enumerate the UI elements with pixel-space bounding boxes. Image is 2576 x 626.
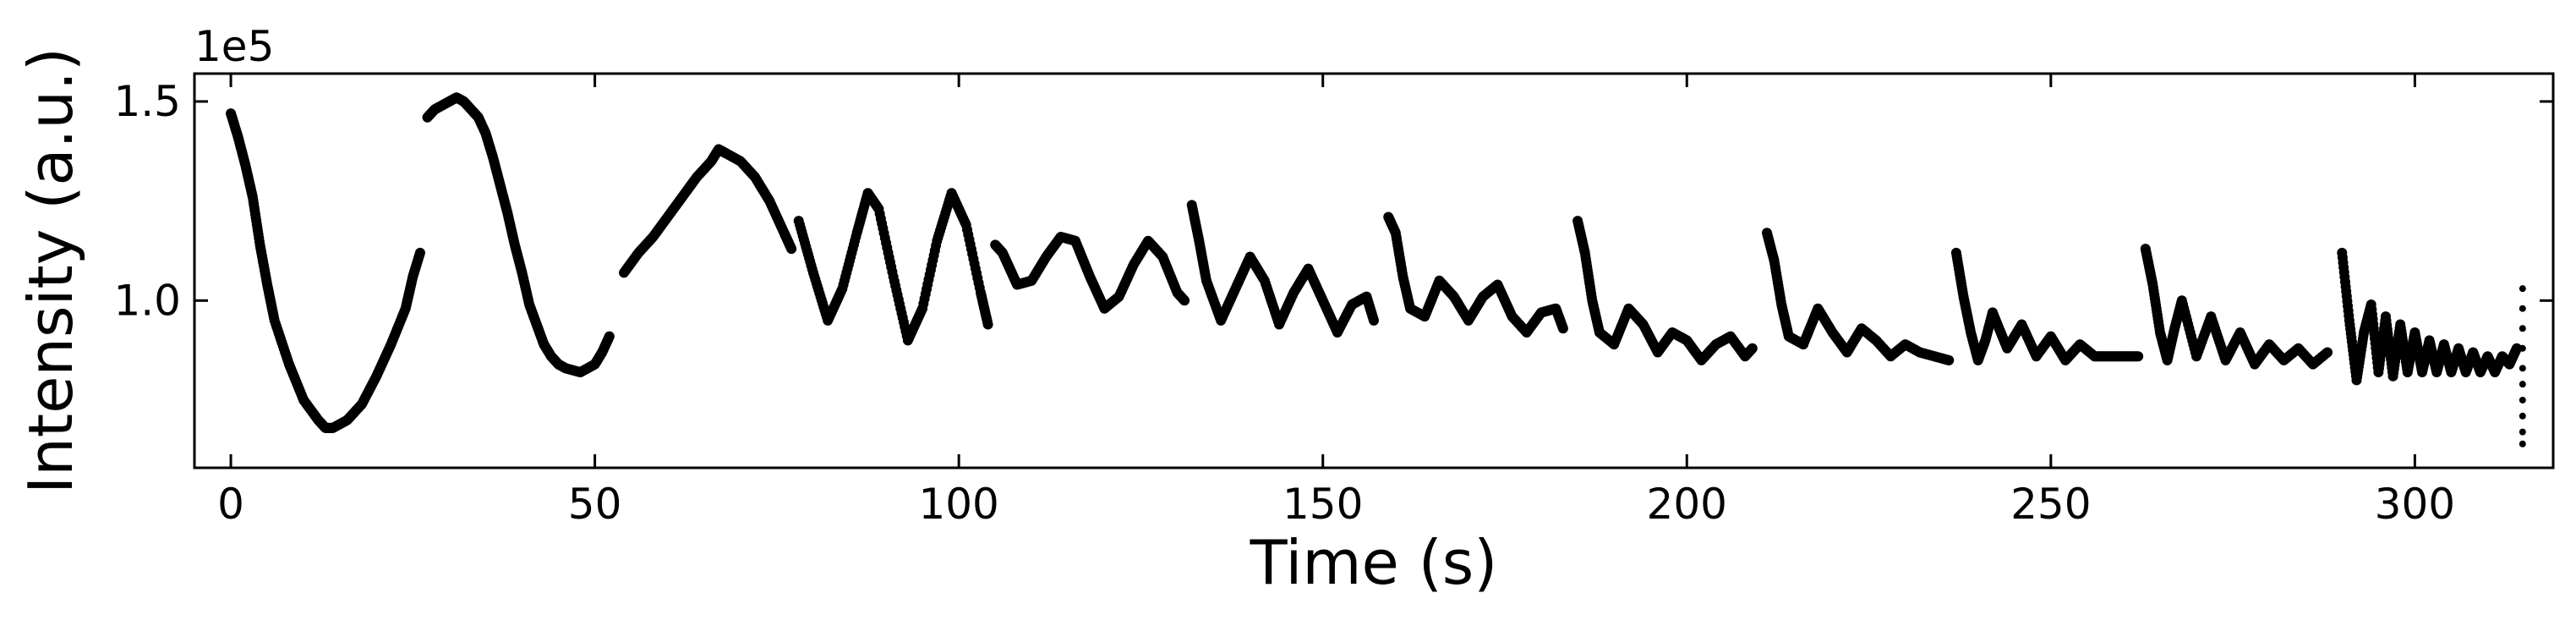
- data-point: [2519, 396, 2526, 404]
- data-segment-1: [226, 108, 425, 433]
- data-point: [2519, 325, 2526, 332]
- data-point: [1557, 323, 1568, 334]
- data-point: [1944, 354, 1955, 365]
- data-point: [1179, 295, 1190, 306]
- x-tick-label: 250: [2010, 480, 2091, 529]
- data-segment-2: [422, 92, 615, 378]
- data-point: [2322, 347, 2333, 358]
- data-segment-9: [1762, 228, 1955, 365]
- data-point: [2519, 285, 2526, 293]
- data-segment-10: [1950, 247, 2144, 365]
- data-point: [2519, 365, 2526, 372]
- x-tick-label: 0: [217, 480, 244, 529]
- data-point: [2519, 412, 2526, 420]
- data-point: [604, 331, 615, 342]
- data-point: [2519, 344, 2526, 352]
- data-segment-11: [2140, 244, 2333, 370]
- y-tick-label: 1.5: [113, 77, 181, 126]
- x-tick-label: 300: [2375, 480, 2455, 529]
- tick-layer: 0 50 100 150 200 250 300 1.0 1.5: [113, 74, 2553, 529]
- data-segment-7: [1383, 211, 1568, 338]
- data-point: [414, 247, 425, 258]
- x-tick-label: 50: [568, 480, 622, 529]
- data-point: [1369, 315, 1379, 326]
- data-point: [1747, 343, 1758, 354]
- plot-frame: [193, 72, 2555, 470]
- data-segment-3: [619, 144, 797, 278]
- data-segment-5: [990, 231, 1190, 314]
- y-multiplier-label: 1e5: [194, 22, 274, 71]
- x-tick-label: 150: [1283, 480, 1363, 529]
- data-segment-12: [2337, 247, 2522, 386]
- data-point: [2519, 381, 2526, 388]
- data-segment-13: [2519, 285, 2526, 448]
- x-axis-label: Time (s): [1250, 527, 1498, 598]
- data-segment-6: [1186, 200, 1379, 338]
- data-point: [2511, 343, 2522, 354]
- data-point: [786, 244, 797, 255]
- data-point: [2519, 428, 2526, 436]
- x-tick-label: 100: [918, 480, 998, 529]
- data-segment-8: [1572, 216, 1758, 365]
- data-point: [2519, 305, 2526, 312]
- data-segment-4: [793, 188, 993, 346]
- data-point: [982, 319, 993, 330]
- data-point: [2133, 351, 2144, 362]
- x-tick-label: 200: [1647, 480, 1727, 529]
- y-tick-label: 1.0: [113, 276, 181, 325]
- plot-layer: [226, 92, 2526, 448]
- y-axis-label: Intensity (a.u.): [15, 47, 86, 494]
- data-point: [2519, 440, 2526, 448]
